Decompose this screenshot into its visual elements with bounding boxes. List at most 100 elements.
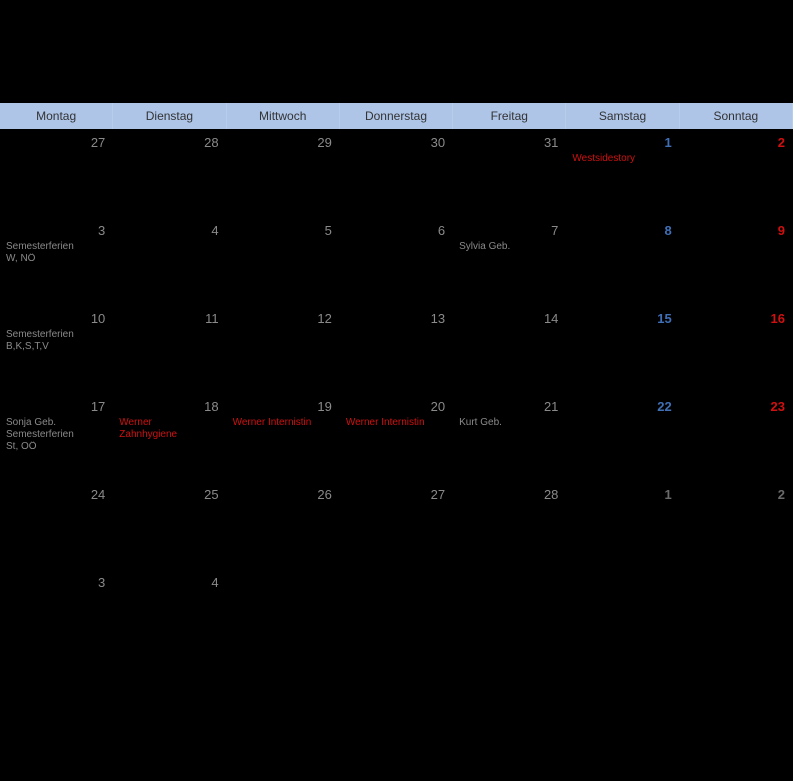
- day-cell[interactable]: 18WernerZahnhygiene: [113, 393, 226, 480]
- day-events: Werner Internistin: [346, 417, 445, 429]
- day-cell[interactable]: 16: [680, 305, 793, 392]
- week-row: 24 25 26 27 2812: [0, 481, 793, 569]
- day-events: Kurt Geb.: [459, 417, 558, 429]
- day-events: Westsidestory: [572, 153, 671, 165]
- day-events: Sylvia Geb.: [459, 241, 558, 253]
- day-number: 3: [6, 575, 105, 591]
- day-cell[interactable]: 5: [227, 217, 340, 304]
- day-cell[interactable]: [566, 569, 679, 656]
- weekday-header: Dienstag: [113, 103, 226, 129]
- day-number: 30: [346, 135, 445, 151]
- day-cell[interactable]: 15: [566, 305, 679, 392]
- day-cell[interactable]: 24: [0, 481, 113, 568]
- day-cell[interactable]: 11: [113, 305, 226, 392]
- event[interactable]: Semesterferien: [6, 329, 105, 341]
- event[interactable]: Werner: [119, 417, 218, 429]
- event[interactable]: W, NÖ: [6, 253, 105, 265]
- weekday-header: Freitag: [453, 103, 566, 129]
- day-number: 6: [346, 223, 445, 239]
- day-number: 23: [686, 399, 785, 415]
- day-number: 29: [233, 135, 332, 151]
- day-cell[interactable]: 28: [453, 481, 566, 568]
- day-cell[interactable]: 27: [0, 129, 113, 216]
- event[interactable]: Westsidestory: [572, 153, 671, 165]
- day-cell[interactable]: 17 Sonja Geb.SemesterferienSt, OÖ: [0, 393, 113, 480]
- day-cell[interactable]: 2: [680, 481, 793, 568]
- day-cell[interactable]: 3: [0, 569, 113, 656]
- day-events: WernerZahnhygiene: [119, 417, 218, 441]
- day-number: 26: [233, 487, 332, 503]
- day-number: 22: [572, 399, 671, 415]
- day-cell[interactable]: 1Westsidestory: [566, 129, 679, 216]
- day-number: 25: [119, 487, 218, 503]
- event[interactable]: Sylvia Geb.: [459, 241, 558, 253]
- day-cell[interactable]: 22: [566, 393, 679, 480]
- day-number: 10: [6, 311, 105, 327]
- day-cell[interactable]: 31: [453, 129, 566, 216]
- day-number: 2: [686, 135, 785, 151]
- day-events: Sonja Geb.SemesterferienSt, OÖ: [6, 417, 105, 453]
- day-cell[interactable]: 7 Sylvia Geb.: [453, 217, 566, 304]
- day-cell[interactable]: 6: [340, 217, 453, 304]
- day-number: 5: [233, 223, 332, 239]
- day-cell[interactable]: 30: [340, 129, 453, 216]
- day-number: 20: [346, 399, 445, 415]
- day-cell[interactable]: 26: [227, 481, 340, 568]
- week-row: 34: [0, 569, 793, 657]
- weeks-container: 27282930311Westsidestory23Semesterferien…: [0, 129, 793, 657]
- day-number: 4: [119, 223, 218, 239]
- event[interactable]: St, OÖ: [6, 441, 105, 453]
- day-cell[interactable]: 2: [680, 129, 793, 216]
- event[interactable]: B,K,S,T,V: [6, 341, 105, 353]
- day-cell[interactable]: 13: [340, 305, 453, 392]
- day-number: 11: [119, 311, 218, 327]
- day-cell[interactable]: 23: [680, 393, 793, 480]
- day-number: 2: [686, 487, 785, 503]
- day-cell[interactable]: [680, 569, 793, 656]
- day-number: 15: [572, 311, 671, 327]
- day-number: 8: [572, 223, 671, 239]
- calendar: MontagDienstagMittwochDonnerstagFreitagS…: [0, 103, 793, 657]
- day-cell[interactable]: 25: [113, 481, 226, 568]
- day-cell[interactable]: [340, 569, 453, 656]
- day-number: 28: [119, 135, 218, 151]
- week-row: 27 28 29 30 31 1Westsidestory 2: [0, 129, 793, 217]
- week-row: 10 SemesterferienB,K,S,T,V 11 12 13 14 15 16: [0, 305, 793, 393]
- day-cell[interactable]: 28: [113, 129, 226, 216]
- day-cell[interactable]: 21 Kurt Geb.: [453, 393, 566, 480]
- event[interactable]: Semesterferien: [6, 241, 105, 253]
- day-cell[interactable]: 3SemesterferienW, NÖ: [0, 217, 113, 304]
- weekday-header-row: MontagDienstagMittwochDonnerstagFreitagS…: [0, 103, 793, 129]
- week-row: 3SemesterferienW, NÖ 4567 Sylvia Geb. 89: [0, 217, 793, 305]
- day-number: 9: [686, 223, 785, 239]
- day-number: 13: [346, 311, 445, 327]
- day-number: 7: [459, 223, 558, 239]
- event[interactable]: Kurt Geb.: [459, 417, 558, 429]
- day-number: 27: [346, 487, 445, 503]
- event[interactable]: Sonja Geb.: [6, 417, 105, 429]
- day-cell[interactable]: 8: [566, 217, 679, 304]
- day-cell[interactable]: 1: [566, 481, 679, 568]
- day-cell[interactable]: 10 SemesterferienB,K,S,T,V: [0, 305, 113, 392]
- day-number: 21: [459, 399, 558, 415]
- day-cell[interactable]: 29: [227, 129, 340, 216]
- event[interactable]: Zahnhygiene: [119, 429, 218, 441]
- day-cell[interactable]: 20 Werner Internistin: [340, 393, 453, 480]
- day-number: 17: [6, 399, 105, 415]
- day-number: 12: [233, 311, 332, 327]
- day-cell[interactable]: 27: [340, 481, 453, 568]
- event[interactable]: Werner Internistin: [346, 417, 445, 429]
- day-cell[interactable]: 4: [113, 217, 226, 304]
- day-cell[interactable]: [453, 569, 566, 656]
- day-cell[interactable]: 12: [227, 305, 340, 392]
- day-cell[interactable]: 19Werner Internistin: [227, 393, 340, 480]
- day-number: 24: [6, 487, 105, 503]
- event[interactable]: Werner Internistin: [233, 417, 332, 429]
- day-cell[interactable]: 9: [680, 217, 793, 304]
- day-number: 27: [6, 135, 105, 151]
- day-cell[interactable]: [227, 569, 340, 656]
- event[interactable]: Semesterferien: [6, 429, 105, 441]
- day-number: 31: [459, 135, 558, 151]
- day-cell[interactable]: 14: [453, 305, 566, 392]
- day-cell[interactable]: 4: [113, 569, 226, 656]
